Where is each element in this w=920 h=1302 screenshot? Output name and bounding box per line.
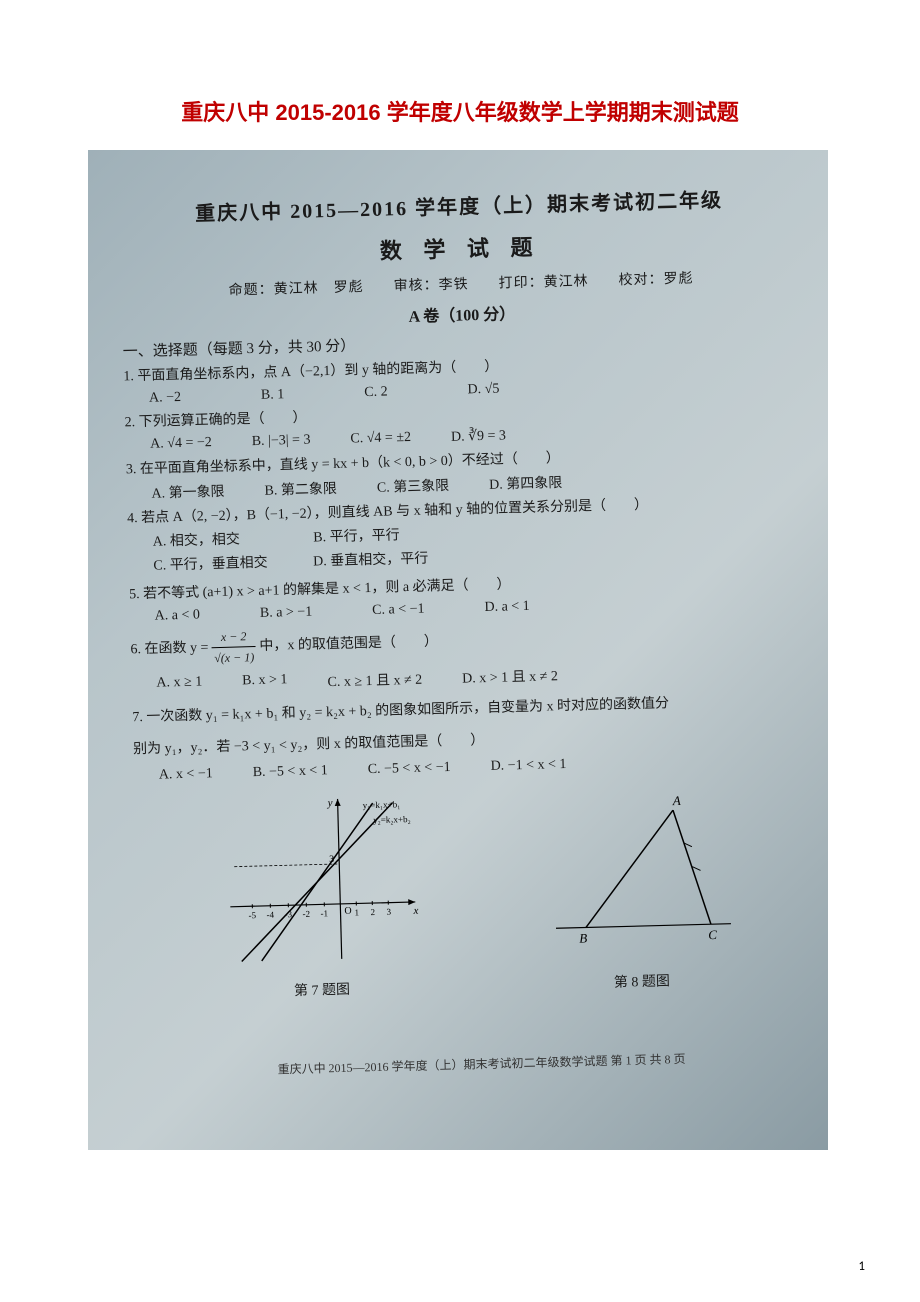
- svg-text:y₂=k₂x+b₂: y₂=k₂x+b₂: [372, 814, 410, 825]
- figures-row: x y O y₁=k₁x+b₁ y₂=k₂x+b₂ 3 -5-4-3 -2-1 …: [114, 781, 828, 1005]
- q6-opt-c: C. x ≥ 1 且 x ≠ 2: [327, 669, 422, 691]
- figure-7: x y O y₁=k₁x+b₁ y₂=k₂x+b₂ 3 -5-4-3 -2-1 …: [217, 792, 422, 1002]
- q7-opt-d: D. −1 < x < 1: [490, 757, 566, 775]
- q1-opt-a: A. −2: [149, 390, 181, 407]
- svg-text:-5: -5: [248, 910, 256, 920]
- q2-opt-b: B. |−3| = 3: [252, 432, 311, 451]
- svg-text:x: x: [412, 905, 418, 917]
- q4-opt-b: B. 平行，平行: [313, 528, 400, 545]
- svg-text:3: 3: [328, 854, 333, 865]
- svg-text:y: y: [326, 797, 332, 809]
- scan-content: 重庆八中 2015—2016 学年度（上）期末考试初二年级 数 学 试 题 命题…: [98, 151, 828, 1081]
- q3-opt-b: B. 第二象限: [264, 478, 337, 500]
- q6-frac-den: √(x − 1): [212, 647, 257, 669]
- q4-opt-a: A. 相交，相交: [153, 533, 240, 550]
- figure-8-caption: 第 8 题图: [547, 969, 737, 994]
- q6-fraction: x − 2 √(x − 1): [211, 626, 256, 669]
- figure-8: A B C 第 8 题图: [542, 784, 737, 994]
- q6-opt-b: B. x > 1: [242, 673, 288, 694]
- svg-text:3: 3: [386, 907, 391, 917]
- page-title: 重庆八中 2015-2016 学年度八年级数学上学期期末测试题: [0, 0, 920, 127]
- q2-opt-d: D. ∛9 = 3: [451, 427, 506, 445]
- q3-opt-d: D. 第四象限: [489, 472, 563, 494]
- q3-opt-c: C. 第三象限: [377, 475, 450, 497]
- q5-opt-d: D. a < 1: [484, 598, 530, 615]
- q2-opt-a: A. √4 = −2: [150, 435, 212, 454]
- svg-text:O: O: [344, 906, 352, 917]
- svg-text:B: B: [579, 930, 587, 945]
- scan-area: 重庆八中 2015—2016 学年度（上）期末考试初二年级 数 学 试 题 命题…: [88, 150, 828, 1150]
- q6-text-pre: 6. 在函数 y =: [130, 640, 212, 657]
- svg-text:-3: -3: [284, 909, 292, 919]
- svg-text:-1: -1: [320, 908, 328, 918]
- exam-subtitle: 数 学 试 题: [100, 222, 821, 273]
- footer-line: 重庆八中 2015—2016 学年度（上）期末考试初二年级数学试题 第 1 页 …: [121, 1046, 828, 1082]
- svg-text:A: A: [671, 793, 680, 808]
- svg-text:C: C: [708, 927, 717, 942]
- q6-frac-num: x − 2: [211, 626, 256, 649]
- q4-opt-c: C. 平行，垂直相交: [153, 556, 268, 574]
- svg-text:-2: -2: [302, 909, 310, 919]
- q5-opt-c: C. a < −1: [372, 601, 425, 618]
- q1-opt-c: C. 2: [364, 384, 388, 401]
- q2-opt-c: C. √4 = ±2: [350, 429, 411, 448]
- q7-opt-c: C. −5 < x < −1: [368, 760, 451, 778]
- figure-7-svg: x y O y₁=k₁x+b₁ y₂=k₂x+b₂ 3 -5-4-3 -2-1 …: [217, 792, 421, 967]
- svg-text:2: 2: [370, 907, 375, 917]
- figure-8-svg: A B C: [542, 784, 736, 959]
- q6-opt-d: D. x > 1 且 x ≠ 2: [462, 665, 558, 687]
- exam-header: 重庆八中 2015—2016 学年度（上）期末考试初二年级: [99, 181, 820, 229]
- q7-opt-b: B. −5 < x < 1: [253, 763, 328, 781]
- svg-text:1: 1: [354, 907, 359, 917]
- q7-opt-a: A. x < −1: [159, 766, 213, 783]
- q6-text-post: 中，x 的取值范围是（ ）: [259, 634, 438, 654]
- q5-opt-a: A. a < 0: [154, 607, 200, 624]
- figure-7-caption: 第 7 题图: [222, 977, 422, 1002]
- q3-opt-a: A. 第一象限: [151, 481, 225, 503]
- page-number: 1: [858, 1259, 865, 1274]
- q5-opt-b: B. a > −1: [260, 604, 313, 621]
- q6-opt-a: A. x ≥ 1: [156, 675, 202, 696]
- svg-text:-4: -4: [266, 910, 274, 920]
- q1-opt-b: B. 1: [261, 387, 285, 404]
- svg-text:y₁=k₁x+b₁: y₁=k₁x+b₁: [362, 799, 400, 810]
- q4-opt-d: D. 垂直相交，平行: [313, 551, 428, 569]
- q1-opt-d: D. √5: [467, 381, 499, 398]
